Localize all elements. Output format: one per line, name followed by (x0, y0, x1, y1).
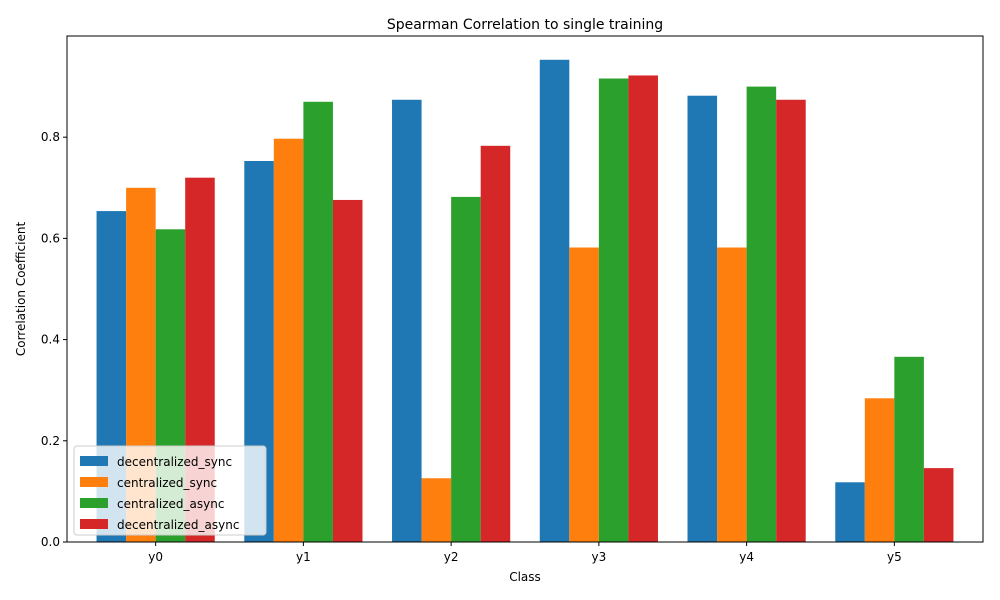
y-tick-label: 0.8 (41, 130, 60, 144)
plot-frame (66, 35, 984, 543)
legend-label-decentralized_sync: decentralized_sync (117, 455, 232, 469)
legend-swatch-centralized_sync (80, 477, 108, 487)
bar-decentralized_async-y3 (628, 75, 658, 542)
y-tick-label: 0.2 (41, 434, 60, 448)
bar-decentralized_async-y5 (923, 468, 954, 542)
bar-decentralized_async-y2 (480, 145, 511, 543)
x-axis: y0 y1 y2 y3 y4 y5 (148, 542, 902, 564)
legend-swatch-centralized_async (80, 498, 108, 508)
y-axis: 0.0 0.2 0.4 0.6 0.8 (41, 130, 67, 549)
bar-centralized_async-y1 (303, 101, 333, 542)
bar-centralized_async-y2 (451, 196, 481, 542)
bar-decentralized_sync-y4 (687, 95, 718, 543)
x-tick-label: y4 (739, 550, 754, 564)
x-tick-label: y0 (148, 550, 163, 564)
legend-label-decentralized_async: decentralized_async (117, 518, 239, 532)
x-axis-label: Class (509, 570, 541, 584)
legend-label-centralized_sync: centralized_sync (117, 476, 217, 490)
bar-centralized_sync-y5 (864, 398, 895, 542)
bar-decentralized_sync-y5 (835, 482, 865, 542)
bar-centralized_sync-y2 (421, 478, 452, 542)
y-tick-label: 0.6 (41, 231, 60, 245)
legend-swatch-decentralized_async (80, 519, 108, 529)
chart-title: Spearman Correlation to single training (387, 17, 663, 33)
legend-label-centralized_async: centralized_async (117, 497, 224, 511)
x-tick-label: y3 (591, 550, 606, 564)
y-axis-label: Correlation Coefficient (14, 222, 28, 357)
bar-decentralized_sync-y2 (392, 99, 422, 542)
bar-centralized_async-y4 (746, 86, 777, 542)
legend: decentralized_sync centralized_synccentra… (73, 445, 267, 536)
x-tick-label: y5 (887, 550, 902, 564)
x-tick-label: y2 (444, 550, 459, 564)
bar-decentralized_async-y4 (776, 99, 806, 542)
bar-decentralized_sync-y3 (539, 59, 570, 542)
y-tick-label: 0.0 (41, 535, 60, 549)
bar-centralized_async-y3 (598, 78, 629, 542)
bar-centralized_sync-y1 (273, 138, 304, 542)
bar-decentralized_async-y1 (332, 199, 363, 542)
bar-centralized_sync-y4 (717, 247, 747, 542)
x-tick-label: y1 (296, 550, 311, 564)
legend-frame (73, 445, 267, 536)
legend-swatch-decentralized_sync (80, 456, 108, 466)
bar-centralized_async-y5 (894, 356, 924, 542)
y-tick-label: 0.4 (41, 333, 60, 347)
bar-centralized_sync-y3 (569, 247, 599, 542)
